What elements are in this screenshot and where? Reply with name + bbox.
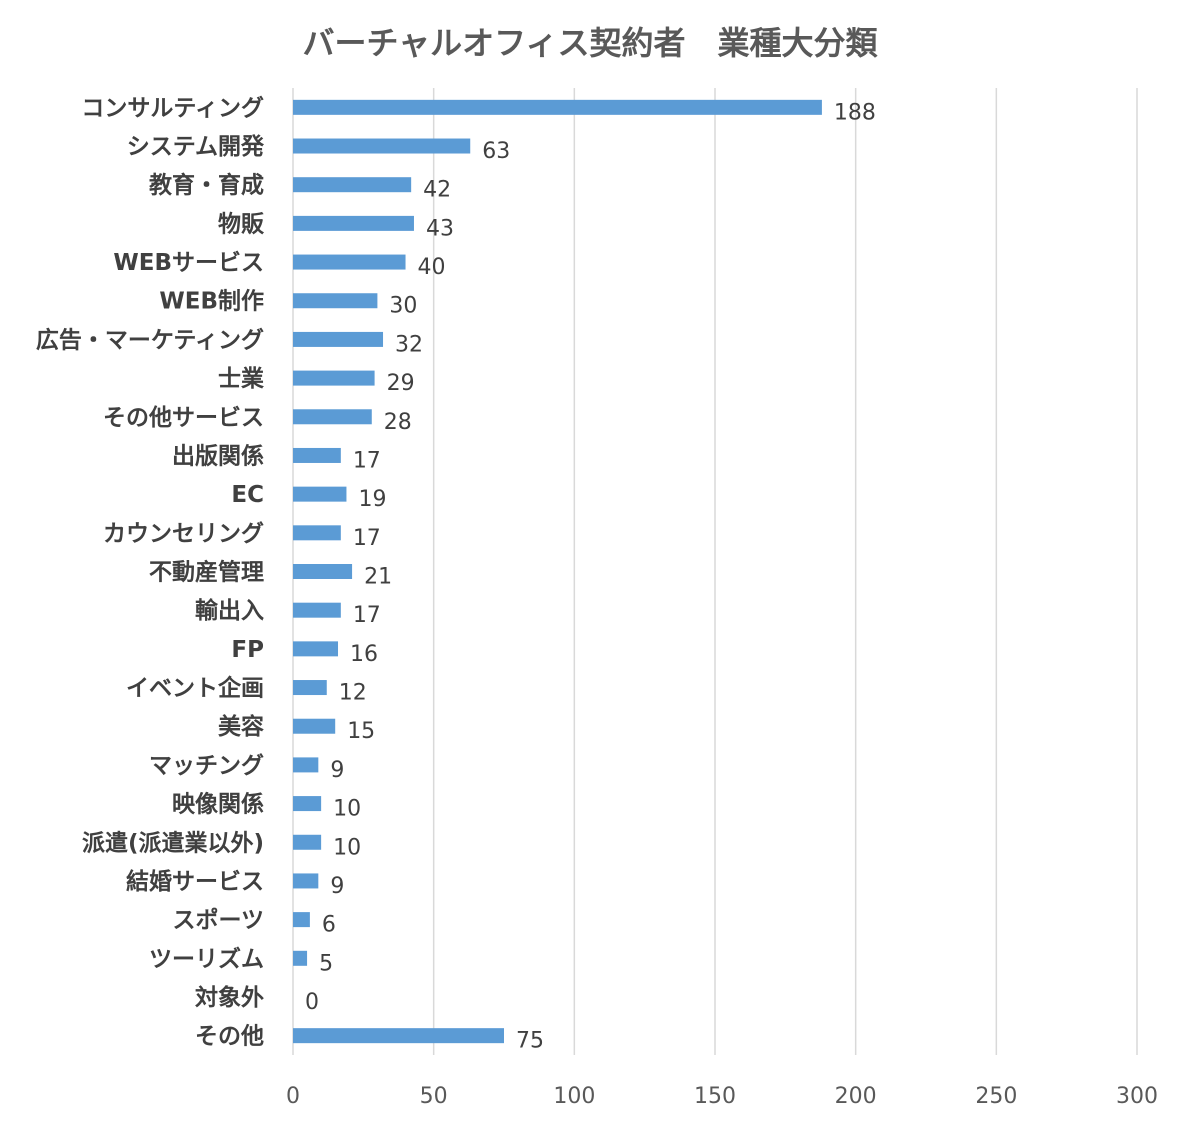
bar bbox=[293, 602, 341, 618]
category-label: FP bbox=[231, 637, 264, 663]
category-label: 輸出入 bbox=[195, 597, 264, 624]
category-label: 映像関係 bbox=[172, 791, 264, 818]
bars bbox=[293, 99, 822, 1044]
category-label: 広告・マーケティング bbox=[36, 326, 264, 353]
bar bbox=[293, 834, 322, 850]
bar bbox=[293, 447, 341, 463]
category-label: スポーツ bbox=[172, 907, 264, 934]
category-label: システム開発 bbox=[127, 134, 265, 160]
bar bbox=[293, 718, 336, 734]
category-label: 不動産管理 bbox=[149, 559, 264, 586]
bar bbox=[293, 564, 353, 579]
category-label: 出版関係 bbox=[172, 442, 264, 469]
bar bbox=[293, 680, 327, 696]
gridlines bbox=[292, 88, 1138, 1055]
bar bbox=[293, 293, 378, 309]
category-label: コンサルティング bbox=[81, 94, 264, 121]
category-label: WEB制作 bbox=[159, 289, 264, 315]
data-label: 10 bbox=[333, 835, 361, 860]
x-tick-label: 0 bbox=[286, 1084, 300, 1109]
data-label: 9 bbox=[330, 874, 344, 899]
data-label: 17 bbox=[353, 448, 381, 473]
bar bbox=[293, 177, 412, 193]
data-label: 32 bbox=[395, 332, 423, 357]
data-label: 16 bbox=[350, 642, 378, 667]
bar bbox=[293, 254, 406, 270]
bar bbox=[293, 138, 471, 154]
data-label: 0 bbox=[305, 990, 319, 1015]
bar bbox=[293, 370, 375, 386]
x-tick-label: 150 bbox=[694, 1084, 736, 1109]
data-label: 17 bbox=[353, 526, 381, 551]
category-label: マッチング bbox=[149, 752, 264, 779]
data-label: 5 bbox=[319, 951, 333, 976]
category-label: EC bbox=[231, 482, 264, 508]
bar bbox=[293, 331, 384, 347]
data-label: 75 bbox=[516, 1029, 544, 1054]
category-label: 結婚サービス bbox=[126, 868, 264, 895]
data-label: 40 bbox=[418, 255, 446, 280]
x-tick-label: 100 bbox=[553, 1084, 595, 1109]
data-label: 21 bbox=[364, 565, 392, 590]
category-label: その他 bbox=[195, 1024, 264, 1050]
data-label: 188 bbox=[834, 100, 876, 125]
data-label: 42 bbox=[423, 178, 451, 203]
category-label: 派遣(派遣業以外) bbox=[82, 829, 264, 856]
data-label: 43 bbox=[426, 216, 454, 241]
bar bbox=[293, 486, 347, 502]
bar bbox=[293, 1028, 504, 1044]
data-label: 12 bbox=[339, 681, 367, 706]
data-label: 19 bbox=[358, 487, 386, 512]
data-label: 6 bbox=[322, 913, 336, 938]
x-tick-label: 300 bbox=[1116, 1084, 1158, 1109]
data-label: 30 bbox=[389, 294, 417, 319]
bar bbox=[293, 409, 372, 425]
category-label: 物販 bbox=[218, 210, 265, 237]
category-label: カウンセリング bbox=[103, 520, 264, 547]
category-label: 士業 bbox=[218, 365, 265, 392]
bar bbox=[293, 796, 322, 812]
bar bbox=[293, 525, 341, 541]
category-label: 教育・育成 bbox=[149, 172, 264, 199]
bar bbox=[293, 757, 319, 773]
data-label: 63 bbox=[482, 139, 510, 164]
chart-title: バーチャルオフィス契約者 業種大分類 bbox=[302, 24, 878, 62]
bar bbox=[293, 873, 319, 889]
bar bbox=[293, 99, 822, 115]
bar bbox=[293, 950, 308, 966]
x-tick-label: 250 bbox=[975, 1084, 1017, 1109]
x-tick-label: 50 bbox=[420, 1084, 448, 1109]
data-label: 10 bbox=[333, 797, 361, 822]
data-label: 9 bbox=[330, 758, 344, 783]
category-label: ツーリズム bbox=[149, 945, 264, 972]
x-tick-label: 200 bbox=[835, 1084, 877, 1109]
data-label: 17 bbox=[353, 603, 381, 628]
data-label: 15 bbox=[347, 719, 375, 744]
category-label: 対象外 bbox=[195, 984, 264, 1011]
data-label: 29 bbox=[387, 371, 415, 396]
category-label: イベント企画 bbox=[126, 675, 264, 702]
x-axis-tick-labels: 0 50 100 150 200 250 300 bbox=[286, 1084, 1158, 1109]
bar bbox=[293, 912, 310, 928]
data-labels: 1886342434030322928171917211716121591010… bbox=[305, 100, 876, 1053]
bar bbox=[293, 641, 339, 657]
category-label: WEBサービス bbox=[113, 250, 264, 276]
category-label: その他サービス bbox=[103, 405, 264, 431]
category-label: 美容 bbox=[218, 713, 264, 740]
data-label: 28 bbox=[384, 410, 412, 435]
bar bbox=[293, 215, 414, 231]
